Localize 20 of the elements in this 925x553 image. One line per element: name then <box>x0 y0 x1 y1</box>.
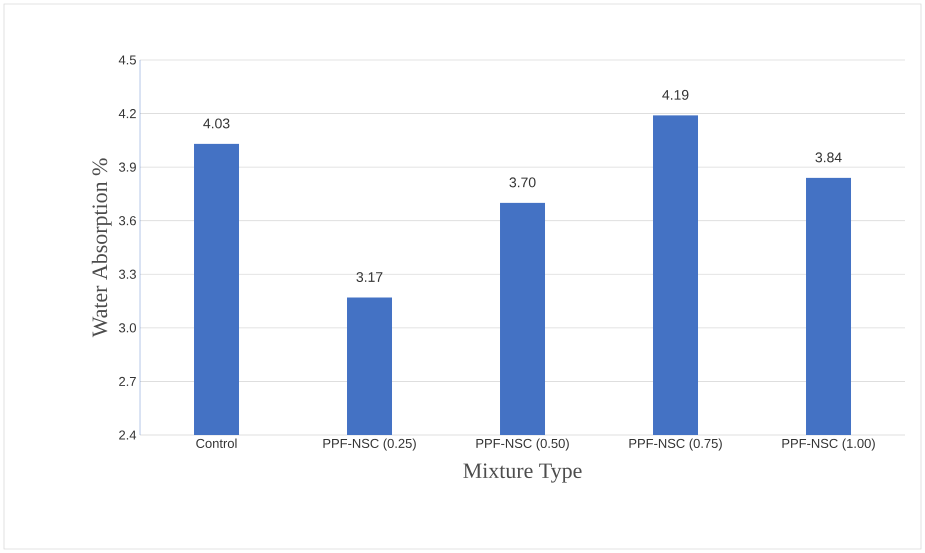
x-tick-label: Control <box>196 438 237 448</box>
data-label: 4.03 <box>203 118 230 128</box>
y-tick-label: 4.5 <box>118 55 136 64</box>
data-label: 3.70 <box>509 177 536 188</box>
data-label: 3.84 <box>815 152 842 162</box>
x-axis-title: Mixture Type <box>463 463 582 483</box>
y-tick-label: 4.2 <box>118 109 136 118</box>
y-tick-label: 2.7 <box>119 376 136 386</box>
data-label: 3.17 <box>356 272 382 282</box>
y-tick-label: 3.3 <box>118 270 136 279</box>
x-tick-label: PPF-NSC (0.50) <box>476 438 569 451</box>
y-tick-label: 3.9 <box>118 162 136 172</box>
data-label: 4.19 <box>662 90 688 100</box>
y-tick-label: 3.6 <box>118 216 136 226</box>
y-tick-label: 2.4 <box>119 430 136 440</box>
x-tick-label: PPF-NSC (0.25) <box>323 438 416 451</box>
x-tick-label: PPF-NSC (0.75) <box>629 438 722 451</box>
x-tick-label: PPF-NSC (1.00) <box>782 438 875 451</box>
y-axis-title: Water Absorption % <box>92 158 112 338</box>
y-tick-label: 3.0 <box>118 323 136 332</box>
